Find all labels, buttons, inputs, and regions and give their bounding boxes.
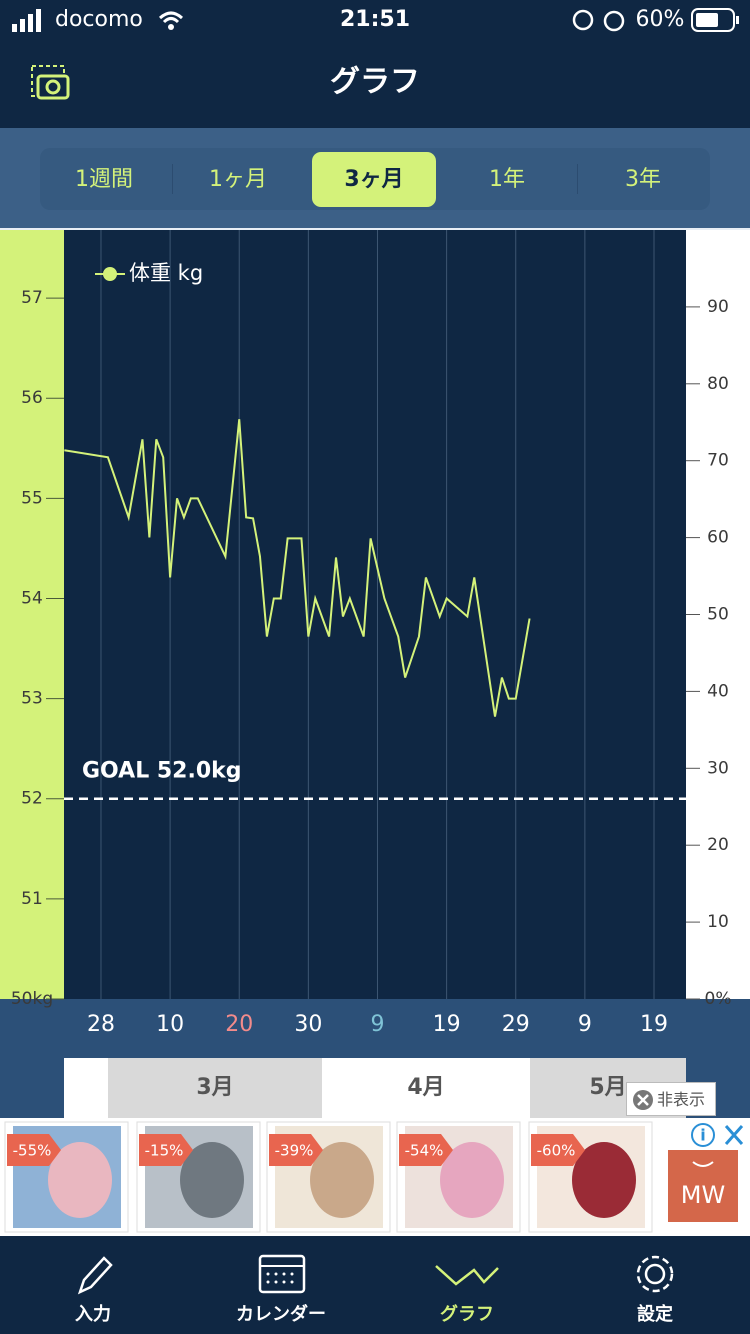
discount-badge [399,1134,453,1166]
ad-logo-text: MW [681,1181,725,1209]
plot-area [64,230,686,999]
header: グラフ [0,40,750,128]
y2-tick-label: 50 [707,605,729,625]
discount-badge [139,1134,193,1166]
period-tabs: 1週間 1ヶ月 3ヶ月 1年 3年 [40,148,710,210]
y-tick-label: 56 [21,388,43,408]
status-icons: docomo 21:51 60% [12,7,739,32]
nav-label[interactable]: グラフ [440,1304,494,1325]
y2-tick-label: 20 [707,835,729,855]
hide-ad-button[interactable]: 非表示 [626,1082,716,1116]
nav-label[interactable]: 入力 [75,1304,111,1325]
discount-label: -15% [145,1142,184,1160]
x-tick-label: 9 [370,1012,384,1037]
status-bar: docomo 21:51 60% [0,0,750,40]
y2-tick-label: 90 [707,297,729,317]
x-tick-label: 20 [225,1012,253,1037]
y2-tick-label: 0% [705,989,732,1009]
y-tick-label: 50kg [11,989,53,1009]
ad-banner: i MW -55% -15% -39% -54% -60% [0,1118,750,1236]
period-tab[interactable]: 3年 [625,167,661,192]
month-label[interactable]: 3月 [108,1058,322,1118]
x-tick-label: 30 [294,1012,322,1037]
legend-marker-dot [103,267,117,281]
product-item [310,1142,374,1218]
y-tick-label: 54 [21,588,43,608]
discount-badge [531,1134,585,1166]
carrier: docomo [55,7,143,32]
y-tick-label: 57 [21,288,43,308]
nav-label[interactable]: カレンダー [236,1304,326,1325]
top-border [0,228,750,230]
hide-icon [633,1090,653,1110]
x-tick-label: 29 [502,1012,530,1037]
x-tick-label: 9 [578,1012,592,1037]
period-tab[interactable]: 1週間 [75,167,133,192]
clock: 21:51 [340,7,410,32]
x-axis-band [0,999,750,1058]
discount-label: -54% [405,1142,444,1160]
period-tab[interactable]: 1年 [489,167,525,192]
ad-product[interactable]: -54% [396,1121,521,1233]
svg-text:i: i [700,1126,705,1145]
x-tick-label: 19 [640,1012,668,1037]
header-svg: グラフ [31,65,420,100]
discount-label: -60% [537,1142,576,1160]
product-item [440,1142,504,1218]
y2-tick-label: 30 [707,758,729,778]
product-item [48,1142,112,1218]
y2-tick-label: 70 [707,451,729,471]
product-item [572,1142,636,1218]
discount-badge [7,1134,61,1166]
discount-badge [269,1134,323,1166]
y-tick-label: 52 [21,789,43,809]
nav-icons [77,1254,674,1295]
y-axis-band [0,230,64,999]
month-label[interactable]: 4月 [322,1058,530,1118]
tab-separator [577,164,578,194]
ad-svg: i MW -55% -15% -39% -54% -60% [4,1121,744,1233]
x-tick-label: 10 [156,1012,184,1037]
tab-separator [172,164,173,194]
weight-line [64,419,531,717]
y2-tick-label: 10 [707,912,729,932]
ad-product[interactable]: -60% [528,1121,653,1233]
discount-label: -39% [275,1142,314,1160]
chart: 28 10 20 30 9 19 29 9 19 50kg 51 52 53 54 55 56 57 0% 10 20… [0,228,750,1058]
ad-info-close[interactable]: i [691,1123,744,1147]
goal-label: GOAL 52.0kg [82,759,242,784]
y2-tick-label: 60 [707,528,729,548]
x-tick-label: 28 [87,1012,115,1037]
hide-label: 非表示 [657,1090,706,1109]
period-tab[interactable]: 3ヶ月 [312,152,436,207]
ad-logo[interactable]: MW [668,1150,738,1222]
discount-label: -55% [13,1142,52,1160]
ad-product[interactable]: -55% [4,1121,129,1233]
ad-product[interactable]: -39% [266,1121,391,1233]
month-strip: 3月 4月 5月 [0,1058,750,1118]
legend-label: 体重 kg [129,261,203,285]
period-tab[interactable]: 1ヶ月 [209,167,267,192]
nav-label[interactable]: 設定 [637,1304,673,1325]
x-tick-label: 19 [433,1012,461,1037]
battery-percent: 60% [636,7,685,32]
y2-tick-label: 40 [707,681,729,701]
bottom-nav: 入力 カレンダー グラフ 設定 [0,1236,750,1334]
header-title: グラフ [330,65,420,100]
y-tick-label: 53 [21,689,43,709]
camera-button[interactable] [31,65,70,100]
ad-product[interactable]: -15% [136,1121,261,1233]
y2-tick-label: 80 [707,374,729,394]
product-item [180,1142,244,1218]
y-tick-label: 51 [21,889,43,909]
y-tick-label: 55 [21,488,43,508]
